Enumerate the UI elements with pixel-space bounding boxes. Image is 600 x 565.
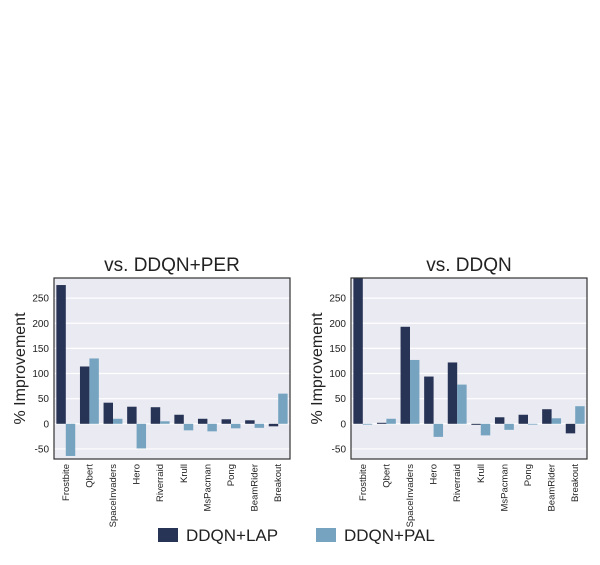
- bar-ddqn-pal-mspacman: [504, 423, 514, 430]
- x-tick-label: Breakout: [570, 464, 581, 502]
- legend-label-ddqn-lap: DDQN+LAP: [186, 526, 278, 545]
- x-tick-label: BeamRider: [547, 464, 558, 512]
- x-tick-label: BeamRider: [250, 464, 261, 512]
- x-tick-label: Qbert: [381, 464, 392, 488]
- bar-ddqn-lap-hero: [424, 376, 434, 424]
- bar-ddqn-pal-riverraid: [160, 421, 170, 424]
- bar-ddqn-lap-mspacman: [494, 417, 505, 424]
- y-tick-label: 150: [32, 344, 49, 355]
- y-axis-label: % Improvement: [12, 312, 29, 425]
- chart-title-0: vs. DDQN+PER: [104, 255, 240, 276]
- plot-area: [351, 278, 587, 459]
- bar-ddqn-pal-qbert: [386, 418, 396, 424]
- y-tick-label: 200: [329, 319, 346, 330]
- bar-ddqn-pal-hero: [433, 423, 444, 437]
- y-tick-label: 200: [32, 319, 49, 330]
- bar-ddqn-lap-breakout: [268, 423, 279, 427]
- bar-ddqn-lap-qbert: [376, 422, 387, 424]
- x-tick-label: Krull: [179, 464, 190, 483]
- bar-ddqn-lap-riverraid: [150, 407, 161, 424]
- y-tick-label: -50: [332, 444, 347, 455]
- y-tick-label: 250: [32, 294, 49, 305]
- bar-ddqn-pal-frostbite: [65, 423, 76, 456]
- x-tick-label: SpaceInvaders: [108, 464, 119, 528]
- x-tick-label: Pong: [523, 464, 534, 486]
- bar-ddqn-lap-beamrider: [542, 409, 552, 424]
- bar-ddqn-lap-krull: [471, 423, 481, 425]
- x-tick-label: Krull: [476, 464, 487, 483]
- x-tick-label: Frostbite: [358, 464, 369, 501]
- bar-ddqn-pal-breakout: [575, 406, 585, 424]
- bar-ddqn-lap-qbert: [79, 366, 90, 424]
- bar-ddqn-pal-frostbite: [362, 423, 373, 425]
- bar-ddqn-pal-beamrider: [551, 418, 562, 424]
- bar-ddqn-pal-qbert: [89, 358, 99, 424]
- axis-frame: [350, 277, 588, 460]
- x-tick-label: Hero: [132, 464, 143, 485]
- y-tick-label: 250: [329, 294, 346, 305]
- y-tick-label: 50: [38, 394, 50, 405]
- y-tick-label: 150: [329, 344, 346, 355]
- y-axis-label: % Improvement: [309, 312, 326, 425]
- y-tick-label: 0: [43, 419, 49, 430]
- legend-label-ddqn-pal: DDQN+PAL: [344, 526, 435, 545]
- bar-ddqn-lap-pong: [221, 419, 231, 424]
- bar-ddqn-lap-spaceinvaders: [400, 326, 410, 424]
- bar-ddqn-pal-breakout: [278, 393, 288, 424]
- bar-ddqn-pal-krull: [480, 423, 491, 436]
- x-tick-label: Qbert: [84, 464, 95, 488]
- x-tick-label: Frostbite: [61, 464, 72, 501]
- bar-ddqn-lap-krull: [174, 414, 184, 424]
- chart-title-1: vs. DDQN: [426, 255, 512, 276]
- bar-ddqn-pal-spaceinvaders: [410, 359, 420, 424]
- panel-vs-ddqn: vs. DDQN -50 0 50 100 150 200 250 Frostbite Qbert…: [309, 255, 588, 528]
- bar-ddqn-lap-beamrider: [245, 420, 255, 424]
- bar-ddqn-lap-pong: [518, 414, 528, 424]
- legend-swatch-ddqn-pal: [316, 528, 336, 542]
- x-tick-label: Pong: [226, 464, 237, 486]
- panel-vs-ddqn-per: vs. DDQN+PER -50 0 50 100 150 200 250 Frostbite Q…: [12, 255, 291, 528]
- x-tick-label: MsPacman: [499, 464, 510, 512]
- bar-ddqn-lap-riverraid: [447, 362, 458, 424]
- bar-ddqn-pal-hero: [136, 423, 147, 449]
- axis-frame: [53, 277, 291, 460]
- bar-ddqn-pal-mspacman: [207, 423, 217, 432]
- x-tick-label: Hero: [429, 464, 440, 485]
- bar-ddqn-lap-spaceinvaders: [103, 402, 113, 424]
- x-tick-label: Riverraid: [155, 464, 166, 502]
- bar-ddqn-lap-mspacman: [197, 418, 208, 424]
- x-tick-label: MsPacman: [202, 464, 213, 512]
- x-tick-label: SpaceInvaders: [405, 464, 416, 528]
- x-tick-label: Breakout: [273, 464, 284, 502]
- y-tick-label: -50: [35, 444, 50, 455]
- x-tick-label: Riverraid: [452, 464, 463, 502]
- bar-ddqn-pal-riverraid: [457, 384, 467, 424]
- bar-ddqn-pal-pong: [231, 423, 241, 429]
- bar-ddqn-pal-beamrider: [254, 423, 265, 428]
- y-tick-label: 100: [32, 369, 49, 380]
- y-tick-label: 50: [335, 394, 347, 405]
- bar-ddqn-lap-breakout: [565, 423, 576, 434]
- legend: DDQN+LAP DDQN+PAL: [158, 526, 435, 545]
- bar-ddqn-pal-pong: [528, 423, 538, 425]
- y-tick-label: 100: [329, 369, 346, 380]
- bar-ddqn-pal-krull: [183, 423, 194, 431]
- bar-ddqn-lap-frostbite: [353, 278, 363, 424]
- bar-ddqn-pal-spaceinvaders: [113, 418, 123, 424]
- bar-ddqn-lap-frostbite: [56, 285, 66, 424]
- y-tick-label: 0: [340, 419, 346, 430]
- bar-ddqn-lap-hero: [127, 406, 137, 424]
- legend-swatch-ddqn-lap: [158, 528, 178, 542]
